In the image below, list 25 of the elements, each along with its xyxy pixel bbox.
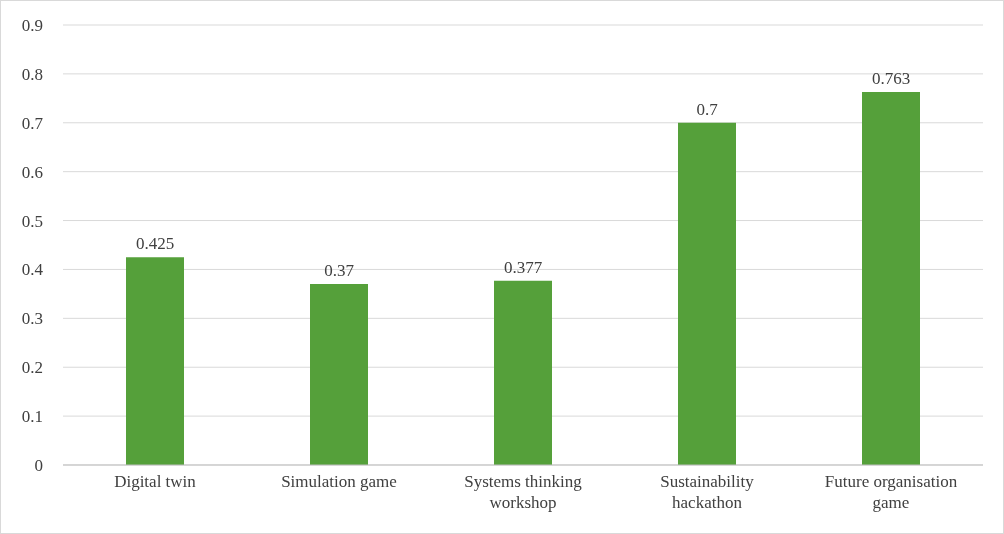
data-label: 0.377: [503, 257, 543, 277]
y-tick-label: 0: [34, 456, 43, 476]
data-label: 0.425: [135, 234, 175, 254]
y-tick-label: 0.8: [21, 64, 43, 84]
bar: [126, 257, 184, 465]
y-tick-label: 0.9: [21, 16, 43, 36]
x-tick-label: Digital twin: [114, 472, 197, 491]
x-tick-label: Systems thinking workshop: [464, 472, 583, 512]
y-tick-label: 0.1: [21, 407, 43, 427]
bar: [678, 122, 736, 465]
bar: [862, 91, 920, 465]
x-tick-label: Simulation game: [281, 472, 397, 491]
y-tick-label: 0.7: [21, 113, 44, 133]
x-tick-label: Sustainability hackathon: [660, 472, 755, 512]
data-label: 0.37: [324, 261, 355, 281]
y-tick-label: 0.4: [21, 260, 44, 280]
y-tick-label: 0.6: [21, 162, 43, 182]
x-tick-label: Future organisation game: [824, 472, 958, 512]
data-label: 0.7: [696, 99, 719, 119]
data-label: 0.763: [871, 68, 911, 88]
y-tick-label: 0.5: [21, 211, 43, 231]
y-tick-label: 0.2: [21, 358, 43, 378]
y-tick-label: 0.3: [21, 309, 43, 329]
bar: [494, 280, 552, 465]
bar: [310, 284, 368, 465]
